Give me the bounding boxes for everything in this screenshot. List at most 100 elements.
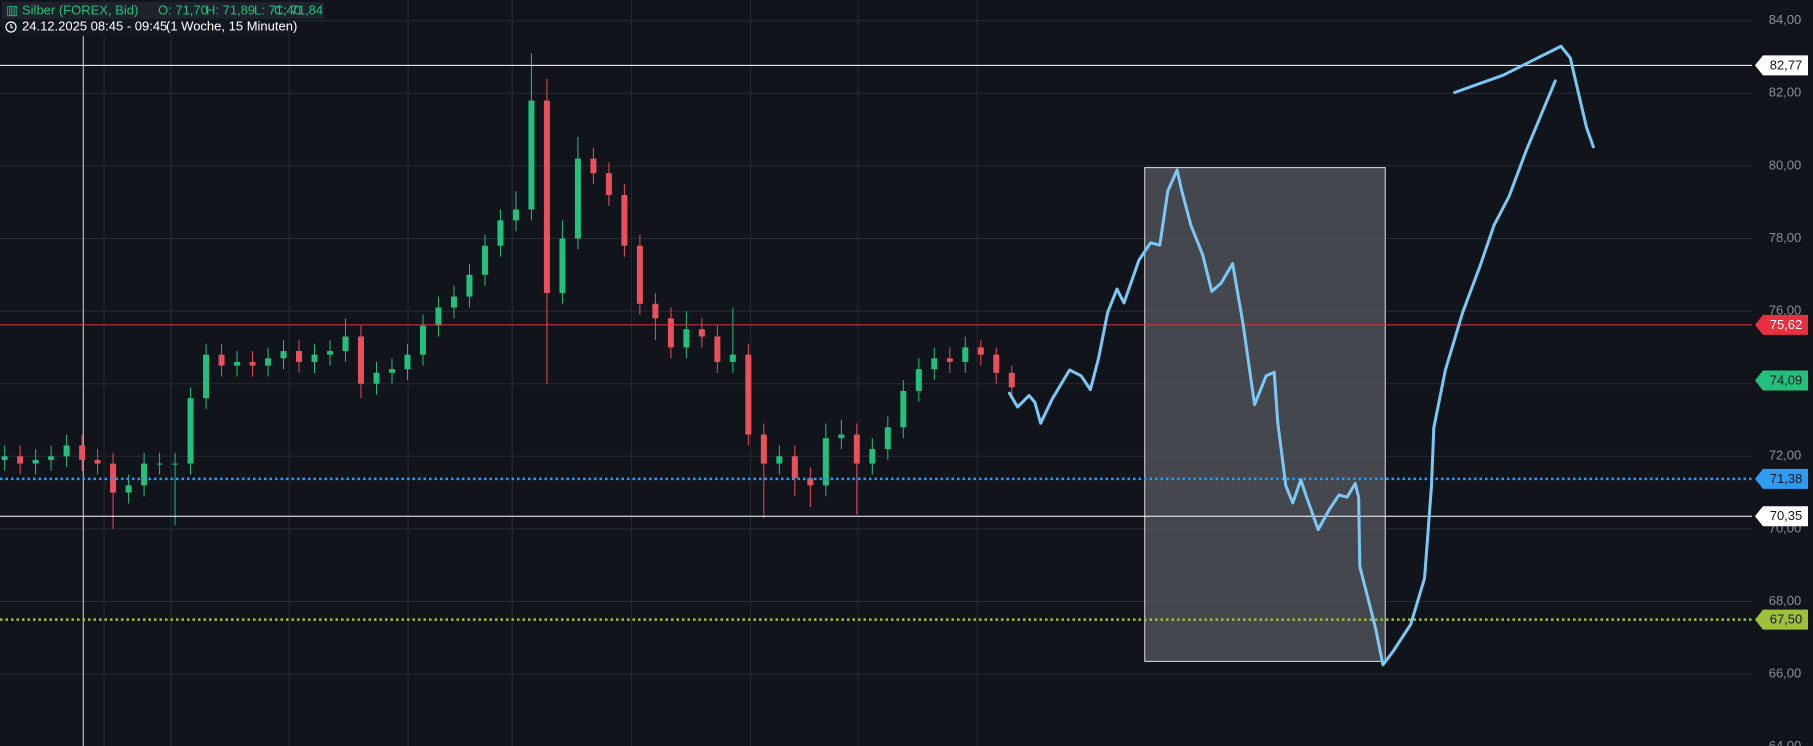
candle-body	[667, 318, 674, 348]
candle-body	[962, 347, 969, 362]
candle-body	[280, 351, 287, 359]
price-tag	[1755, 55, 1808, 76]
candle-body	[528, 100, 535, 210]
candle-body	[234, 361, 241, 366]
levels: 82,77 75,62 74,09 71,38 70,35 67,50	[0, 55, 1808, 630]
drawn-rectangle	[1145, 168, 1386, 662]
freehand-drawing	[1009, 46, 1593, 665]
candle-body	[17, 456, 24, 464]
vertical-grid	[104, 0, 977, 746]
ohlc-close: C: 71,84	[274, 2, 323, 17]
clock-icon	[5, 21, 17, 33]
candle-body	[404, 354, 411, 370]
candle-body	[729, 354, 736, 362]
ohlc-low: L: 71,40	[254, 2, 301, 17]
candle-body	[760, 434, 767, 464]
candle-body	[621, 194, 628, 246]
candle-body	[605, 173, 612, 195]
bars-icon: ▥	[6, 2, 18, 17]
candle-body	[450, 296, 457, 308]
candle-body	[419, 325, 426, 355]
price-tag-label: 70,35	[1770, 508, 1803, 523]
candle-body	[745, 354, 752, 435]
candle-body	[94, 459, 101, 464]
interval: (1 Woche, 15 Minuten)	[166, 18, 297, 33]
candle-body	[48, 456, 55, 460]
ohlc-open: O: 71,70	[158, 2, 208, 17]
candles	[1, 53, 1015, 529]
symbol: Silber (FOREX, Bid)	[22, 2, 138, 17]
candle-body	[869, 449, 876, 464]
candle-body	[203, 354, 210, 399]
header-bg	[2, 19, 288, 36]
candle-body	[714, 336, 721, 362]
candle-body	[342, 336, 349, 352]
freehand-stroke	[1009, 81, 1555, 665]
y-tick-label: 80,00	[1769, 157, 1802, 172]
header: ▥ Silber (FOREX, Bid) O: 71,70 H: 71,89 …	[2, 2, 324, 36]
price-tag	[1755, 370, 1808, 391]
candle-body	[172, 463, 179, 465]
y-tick-label: 78,00	[1769, 230, 1802, 245]
candle-body	[977, 347, 984, 355]
grid-layer: 64,0066,0068,0070,0072,0074,0076,0078,00…	[0, 12, 1801, 746]
price-tag-label: 67,50	[1770, 612, 1803, 627]
price-tag	[1755, 506, 1808, 527]
y-tick-label: 76,00	[1769, 303, 1802, 318]
candle-body	[32, 459, 39, 464]
time-range: 24.12.2025 08:45 - 09:45	[22, 18, 167, 33]
candle-body	[388, 369, 395, 373]
candle-body	[110, 463, 117, 493]
price-tag-label: 82,77	[1770, 57, 1803, 72]
y-tick-label: 64,00	[1769, 738, 1802, 746]
freehand-stroke	[1455, 46, 1594, 147]
candle-body	[373, 372, 380, 384]
candle-body	[265, 358, 272, 366]
candle-body	[993, 354, 1000, 373]
header-bg	[2, 2, 324, 19]
candle-body	[1008, 372, 1015, 388]
price-tag	[1755, 468, 1808, 489]
candle-body	[559, 238, 566, 293]
candle-body	[807, 478, 814, 486]
candle-body	[698, 329, 705, 337]
candle-body	[497, 220, 504, 246]
ohlc-high: H: 71,89	[206, 2, 255, 17]
candle-body	[853, 434, 860, 464]
candle-body	[141, 463, 148, 486]
price-tag-label: 74,09	[1770, 372, 1803, 387]
candle-body	[590, 158, 597, 174]
candle-body	[79, 445, 86, 460]
candle-body	[481, 245, 488, 275]
candle-body	[931, 358, 938, 370]
candle-body	[512, 209, 519, 221]
y-tick-label: 84,00	[1769, 12, 1802, 27]
candle-body	[636, 245, 643, 304]
candle-body	[125, 485, 132, 493]
price-tag-label: 71,38	[1770, 471, 1803, 486]
candle-body	[791, 456, 798, 479]
candle-body	[357, 336, 364, 384]
y-tick-label: 68,00	[1769, 593, 1802, 608]
candle-body	[683, 329, 690, 348]
candle-body	[900, 390, 907, 428]
candle-body	[946, 358, 953, 362]
y-tick-label: 82,00	[1769, 85, 1802, 100]
candle-body	[652, 303, 659, 319]
candle-body	[296, 351, 303, 362]
candle-body	[249, 361, 256, 366]
clock-hand	[10, 24, 14, 29]
candle-body	[466, 274, 473, 297]
candle-body	[311, 354, 318, 362]
candle-body	[838, 434, 845, 439]
candle-body	[884, 427, 891, 450]
drawings	[83, 35, 1385, 746]
candle-body	[218, 354, 225, 366]
price-tag	[1755, 314, 1808, 335]
price-tag-label: 75,62	[1770, 317, 1803, 332]
y-tick-label: 72,00	[1769, 448, 1802, 463]
price-tag	[1755, 609, 1808, 630]
